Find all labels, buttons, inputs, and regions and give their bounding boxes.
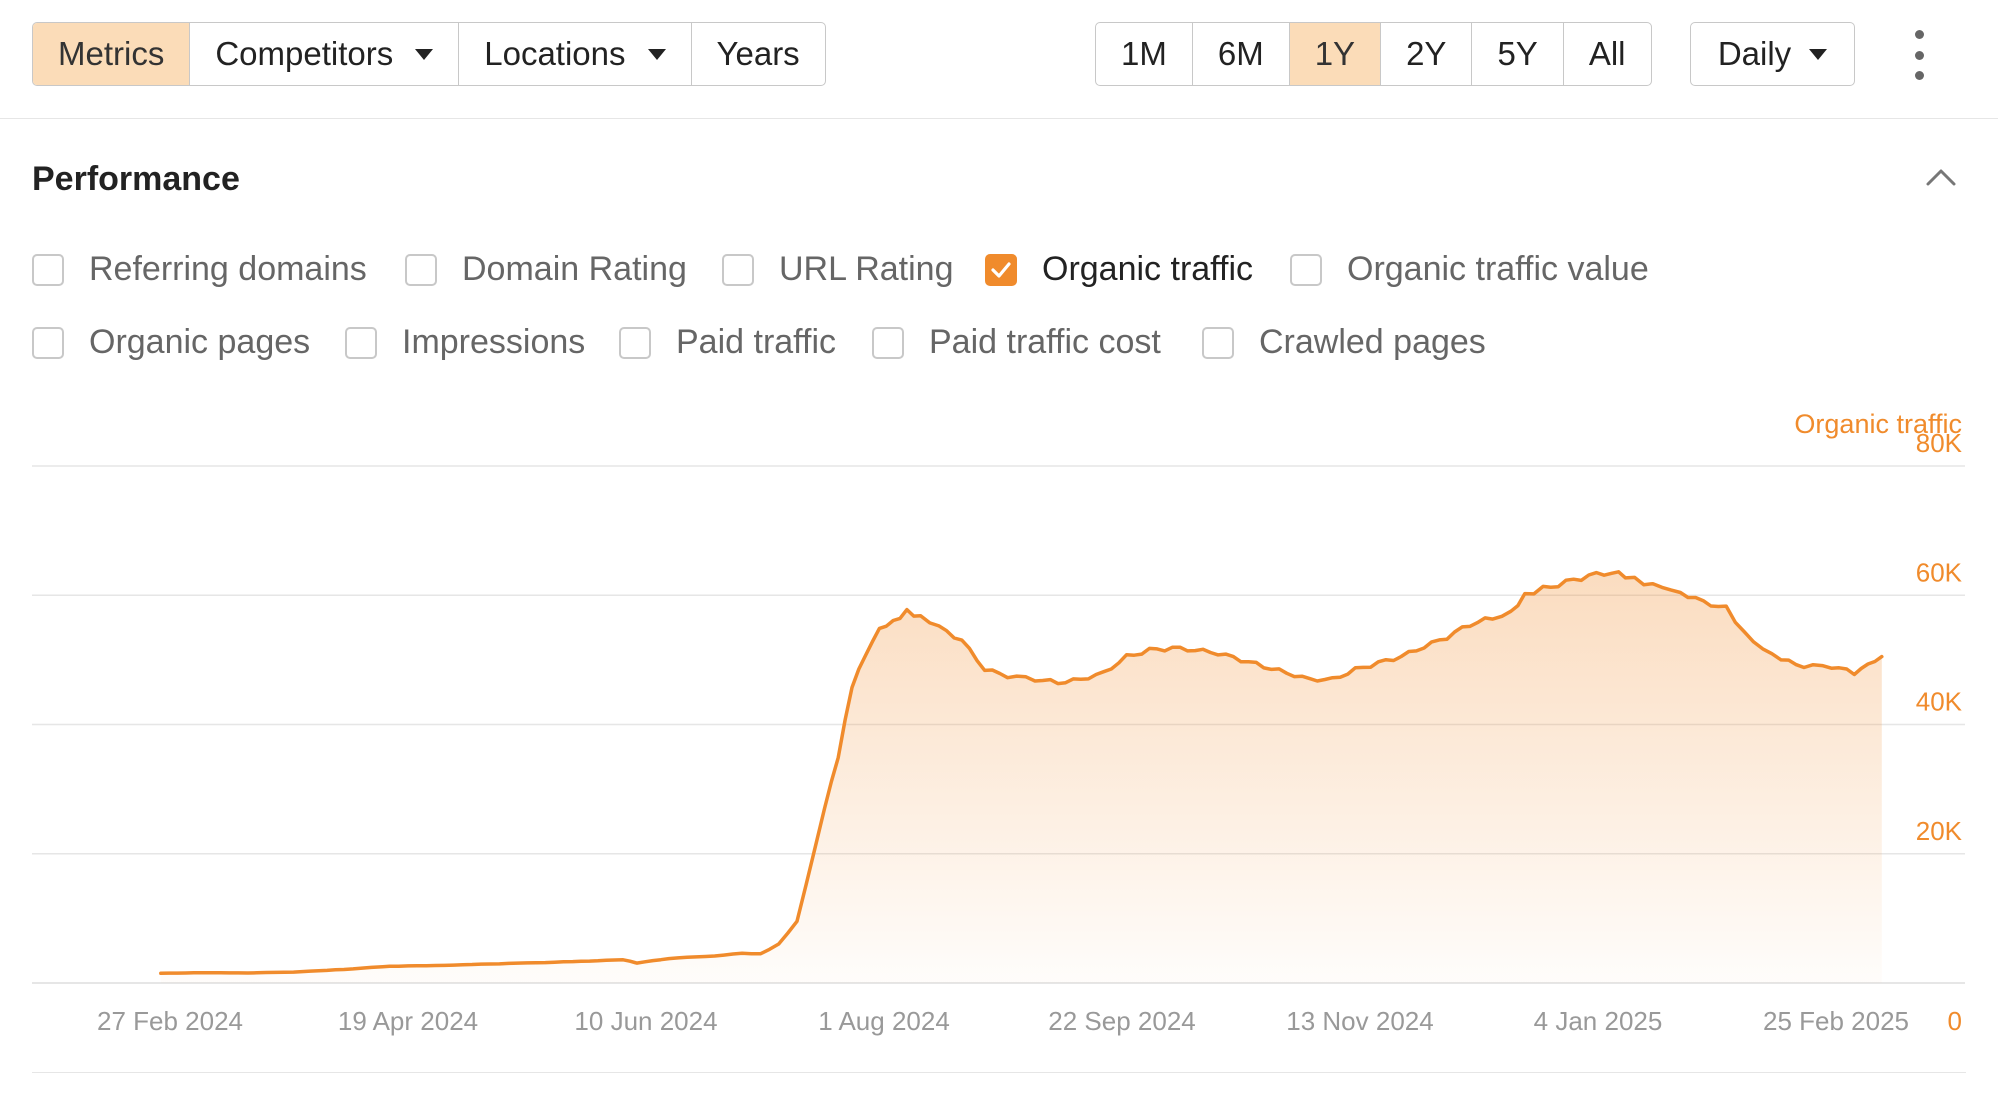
metric-label: Crawled pages <box>1259 323 1486 361</box>
range-label: 1Y <box>1314 35 1356 72</box>
range-1y[interactable]: 1Y <box>1288 23 1381 85</box>
range-label: 1M <box>1121 35 1167 72</box>
checkbox[interactable] <box>1290 253 1322 286</box>
checkmark-icon <box>991 261 1011 278</box>
metric-impressions[interactable]: Impressions <box>345 323 585 362</box>
series-line <box>159 570 1884 976</box>
x-tick-label: 1 Aug 2024 <box>818 1006 950 1036</box>
metric-organic-traffic-value[interactable]: Organic traffic value <box>1290 250 1649 289</box>
granularity-label: Daily <box>1717 35 1792 72</box>
metric-label: Organic pages <box>89 323 311 361</box>
caret-down-icon <box>647 48 666 60</box>
metric-label: Organic traffic <box>1042 250 1254 288</box>
range-5y[interactable]: 5Y <box>1471 23 1562 85</box>
checkbox[interactable] <box>872 326 904 359</box>
x-tick-label: 19 Apr 2024 <box>338 1006 478 1036</box>
x-tick-label: 27 Feb 2024 <box>97 1006 243 1036</box>
metric-paid-traffic[interactable]: Paid traffic <box>619 323 836 362</box>
tab-label: Years <box>716 35 800 72</box>
checkbox[interactable] <box>405 253 437 286</box>
checkbox[interactable] <box>32 326 64 359</box>
x-tick-label: 10 Jun 2024 <box>574 1006 717 1036</box>
range-label: 2Y <box>1406 35 1447 72</box>
tab-label: Competitors <box>215 35 394 72</box>
metric-domain-rating[interactable]: Domain Rating <box>405 250 687 289</box>
checkbox[interactable] <box>619 326 651 359</box>
range-all[interactable]: All <box>1562 23 1651 85</box>
metric-url-rating[interactable]: URL Rating <box>722 250 953 289</box>
caret-down-icon <box>1809 48 1828 60</box>
metric-organic-pages[interactable]: Organic pages <box>32 323 310 362</box>
x-tick-label: 4 Jan 2025 <box>1534 1006 1663 1036</box>
metric-label: Impressions <box>402 323 586 361</box>
checkbox[interactable] <box>985 253 1017 286</box>
y-tick-label: 20K <box>1916 816 1963 846</box>
checkbox[interactable] <box>1202 326 1234 359</box>
range-2y[interactable]: 2Y <box>1380 23 1471 85</box>
x-tick-label: 13 Nov 2024 <box>1286 1006 1433 1036</box>
range-label: 5Y <box>1497 35 1538 72</box>
metric-label: Referring domains <box>89 250 367 288</box>
view-tabs: Metrics Competitors Locations Years <box>32 22 826 86</box>
y-tick-label: 60K <box>1916 557 1963 587</box>
section-title: Performance <box>32 160 240 198</box>
checkbox[interactable] <box>345 326 377 359</box>
tab-years[interactable]: Years <box>690 23 825 85</box>
y-axis-title: Organic traffic <box>1794 409 1962 439</box>
chevron-up-icon[interactable] <box>1924 165 1958 189</box>
metric-referring-domains[interactable]: Referring domains <box>32 250 367 289</box>
checkbox[interactable] <box>722 253 754 286</box>
y-tick-label: 40K <box>1916 687 1963 717</box>
caret-down-icon <box>415 48 434 60</box>
x-tick-label: 22 Sep 2024 <box>1048 1006 1195 1036</box>
checkbox[interactable] <box>32 253 64 286</box>
tab-label: Locations <box>484 35 626 72</box>
range-selector: 1M 6M 1Y 2Y 5Y All <box>1095 22 1652 86</box>
metric-label: Paid traffic cost <box>929 323 1161 361</box>
range-6m[interactable]: 6M <box>1191 23 1289 85</box>
y-tick-label: 0 <box>1948 1006 1962 1036</box>
range-1m[interactable]: 1M <box>1096 23 1192 85</box>
tab-metrics[interactable]: Metrics <box>33 23 190 85</box>
metric-crawled-pages[interactable]: Crawled pages <box>1202 323 1486 362</box>
tab-competitors[interactable]: Competitors <box>189 23 458 85</box>
more-options-icon[interactable] <box>1908 30 1930 80</box>
metric-label: Domain Rating <box>462 250 687 288</box>
divider <box>32 1072 1966 1073</box>
metric-organic-traffic[interactable]: Organic traffic <box>985 250 1253 289</box>
granularity-dropdown[interactable]: Daily <box>1690 22 1855 86</box>
range-label: All <box>1588 35 1626 72</box>
range-label: 6M <box>1217 35 1264 72</box>
metric-label: Organic traffic value <box>1347 250 1649 288</box>
y-tick-label: 80K <box>1916 428 1963 458</box>
metric-label: Paid traffic <box>676 323 837 361</box>
metric-label: URL Rating <box>779 250 954 288</box>
series-area <box>160 571 1882 983</box>
tab-locations[interactable]: Locations <box>458 23 690 85</box>
x-tick-label: 25 Feb 2025 <box>1763 1006 1909 1036</box>
metric-paid-traffic-cost[interactable]: Paid traffic cost <box>872 323 1161 362</box>
tab-label: Metrics <box>58 35 165 72</box>
toolbar: Metrics Competitors Locations Years 1M 6M 1Y 2… <box>0 0 1998 119</box>
